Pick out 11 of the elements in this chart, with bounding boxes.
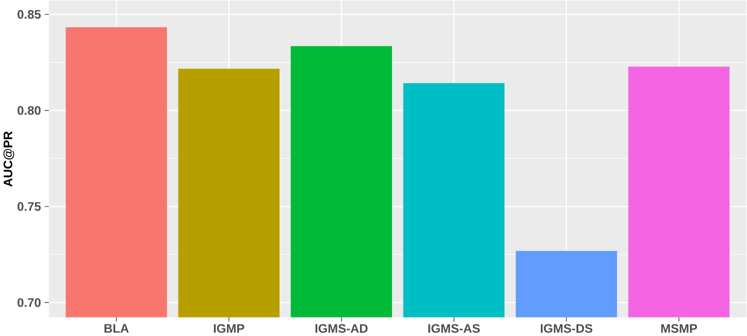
y-tick-label: 0.80 — [18, 106, 41, 115]
y-tick-label: 0.85 — [18, 10, 41, 19]
x-tick-label: BLA — [104, 324, 129, 332]
x-tick-label: MSMP — [661, 324, 698, 333]
y-axis-title: AUC@PR — [3, 131, 14, 186]
x-tick-label: IGMS-DS — [540, 324, 592, 333]
y-tick-label: 0.70 — [18, 298, 41, 307]
x-tick-label: IGMS-AD — [315, 324, 368, 333]
x-tick-label: IGMS-AS — [428, 324, 480, 333]
x-tick-label: IGMP — [214, 324, 244, 333]
y-tick-label: 0.75 — [18, 202, 41, 211]
